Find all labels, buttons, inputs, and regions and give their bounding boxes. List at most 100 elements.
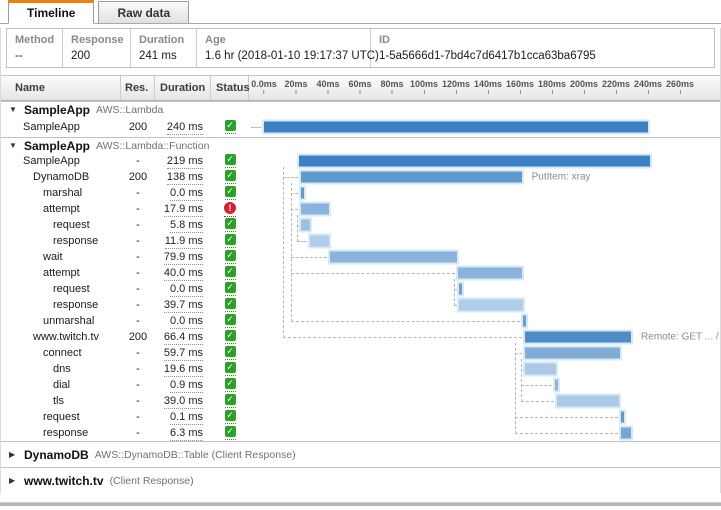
status-ok-icon[interactable]: ✓	[224, 330, 236, 344]
triangle-right-icon[interactable]: ▶	[9, 450, 16, 459]
trace-row[interactable]: DynamoDB 200 138 ms ✓ PutItem: xray	[1, 169, 720, 185]
duration-value[interactable]: 219 ms	[166, 155, 203, 169]
duration-value[interactable]: 19.6 ms	[163, 363, 203, 377]
status-ok-icon[interactable]: ✓	[224, 250, 236, 264]
group-header-sampleapp[interactable]: ▼ SampleApp AWS::Lambda	[1, 101, 720, 117]
timeline-bar[interactable]	[300, 219, 311, 231]
axis-tick-mark	[327, 90, 329, 94]
status-ok-icon[interactable]: ✓	[224, 266, 236, 280]
group-header-sampleapp[interactable]: ▼ SampleApp AWS::Lambda::Function	[1, 137, 720, 153]
timeline-bar[interactable]	[300, 171, 522, 183]
triangle-down-icon[interactable]: ▼	[9, 105, 17, 114]
duration-value[interactable]: 40.0 ms	[163, 267, 203, 281]
timeline-bar[interactable]	[300, 187, 304, 199]
duration-value[interactable]: 0.9 ms	[169, 379, 203, 393]
status-ok-icon[interactable]: ✓	[224, 394, 236, 408]
timeline-cell	[249, 313, 720, 329]
timeline-bar[interactable]	[524, 347, 621, 359]
timeline-bar[interactable]	[459, 283, 463, 295]
trace-row[interactable]: tls - 39.0 ms ✓	[1, 393, 720, 409]
timeline-bar[interactable]	[556, 395, 620, 407]
trace-content: Method -- Response 200 Duration 241 ms A…	[0, 28, 721, 493]
duration-value[interactable]: 79.9 ms	[163, 251, 203, 265]
duration-value[interactable]: 39.7 ms	[163, 299, 203, 313]
duration-value[interactable]: 240 ms	[166, 121, 203, 135]
trace-row[interactable]: request - 5.8 ms ✓	[1, 217, 720, 233]
trace-row[interactable]: attempt - 17.9 ms!	[1, 201, 720, 217]
trace-row[interactable]: attempt - 40.0 ms ✓	[1, 265, 720, 281]
horizontal-scrollbar[interactable]	[0, 502, 721, 506]
response-code: -	[136, 299, 140, 311]
status-ok-icon[interactable]: ✓	[224, 234, 236, 248]
timeline-bar[interactable]	[524, 331, 632, 343]
segment-name: www.twitch.tv	[33, 331, 100, 343]
duration-value[interactable]: 0.1 ms	[169, 411, 203, 425]
group-header-www-twitch-tv[interactable]: ▶ www.twitch.tv (Client Response)	[1, 467, 720, 493]
trace-row[interactable]: wait - 79.9 ms ✓	[1, 249, 720, 265]
duration-value[interactable]: 0.0 ms	[169, 315, 203, 329]
duration-value[interactable]: 66.4 ms	[163, 331, 203, 345]
status-ok-icon[interactable]: ✓	[224, 314, 236, 328]
status-ok-icon[interactable]: ✓	[224, 170, 236, 184]
tab-timeline[interactable]: Timeline	[8, 0, 95, 24]
timeline-bar[interactable]	[524, 363, 557, 375]
trace-row[interactable]: marshal - 0.0 ms ✓	[1, 185, 720, 201]
timeline-cell	[249, 233, 720, 249]
timeline-bar[interactable]	[310, 235, 330, 247]
trace-row[interactable]: www.twitch.tv 200 66.4 ms ✓ Remote: GET ... …	[1, 329, 720, 345]
duration-value[interactable]: 138 ms	[166, 171, 203, 185]
status-ok-icon[interactable]: ✓	[224, 378, 236, 392]
trace-row[interactable]: SampleApp 200 240 ms ✓	[1, 117, 720, 137]
trace-row[interactable]: SampleApp - 219 ms ✓	[1, 153, 720, 169]
axis-tick-mark	[583, 90, 585, 94]
timeline-bar[interactable]	[300, 203, 330, 215]
duration-value[interactable]: 17.9 ms	[163, 203, 203, 217]
status-ok-icon[interactable]: ✓	[224, 298, 236, 312]
timeline-bar[interactable]	[523, 315, 527, 327]
status-ok-icon[interactable]: ✓	[224, 120, 236, 134]
duration-value[interactable]: 11.9 ms	[164, 235, 203, 249]
status-ok-icon[interactable]: ✓	[224, 426, 236, 440]
status-ok-icon[interactable]: ✓	[224, 186, 236, 200]
triangle-right-icon[interactable]: ▶	[9, 476, 16, 485]
status-ok-icon[interactable]: ✓	[224, 362, 236, 376]
response-code: -	[136, 363, 140, 375]
timeline-bar[interactable]	[264, 121, 648, 133]
trace-row[interactable]: dial - 0.9 ms ✓	[1, 377, 720, 393]
duration-value[interactable]: 0.0 ms	[169, 283, 203, 297]
tab-raw-data[interactable]: Raw data	[98, 1, 190, 23]
status-ok-icon[interactable]: ✓	[224, 218, 236, 232]
trace-row[interactable]: response - 6.3 ms ✓	[1, 425, 720, 441]
summary-id-value: 1-5a5666d1-7bd4c7d6417b1cca63ba6795	[379, 50, 596, 62]
timeline-bar[interactable]	[555, 379, 559, 391]
timeline-bar[interactable]	[620, 427, 631, 439]
response-code: -	[136, 379, 140, 391]
status-ok-icon[interactable]: ✓	[224, 154, 236, 168]
duration-value[interactable]: 5.8 ms	[169, 219, 203, 233]
timeline-bar[interactable]	[459, 299, 523, 311]
axis-tick-label: 160ms	[506, 79, 534, 94]
status-error-icon[interactable]: !	[224, 201, 236, 217]
axis-tick-label: 40ms	[316, 79, 340, 94]
duration-value[interactable]: 0.0 ms	[169, 187, 203, 201]
trace-row[interactable]: dns - 19.6 ms ✓	[1, 361, 720, 377]
timeline-bar[interactable]	[329, 251, 458, 263]
trace-row[interactable]: connect - 59.7 ms ✓	[1, 345, 720, 361]
status-ok-icon[interactable]: ✓	[224, 282, 236, 296]
timeline-bar[interactable]	[620, 411, 624, 423]
trace-row[interactable]: request - 0.1 ms ✓	[1, 409, 720, 425]
duration-value[interactable]: 59.7 ms	[163, 347, 203, 361]
trace-row[interactable]: unmarshal - 0.0 ms ✓	[1, 313, 720, 329]
duration-value[interactable]: 6.3 ms	[169, 427, 203, 441]
duration-value[interactable]: 39.0 ms	[163, 395, 203, 409]
group-header-dynamodb[interactable]: ▶ DynamoDB AWS::DynamoDB::Table (Client Re…	[1, 441, 720, 467]
trace-row[interactable]: response - 39.7 ms ✓	[1, 297, 720, 313]
timeline-bar[interactable]	[299, 155, 650, 167]
trace-row[interactable]: request - 0.0 ms ✓	[1, 281, 720, 297]
trace-row[interactable]: response - 11.9 ms ✓	[1, 233, 720, 249]
timeline-bar[interactable]	[457, 267, 522, 279]
status-ok-icon[interactable]: ✓	[224, 346, 236, 360]
status-ok-icon[interactable]: ✓	[224, 410, 236, 424]
triangle-down-icon[interactable]: ▼	[9, 141, 17, 150]
